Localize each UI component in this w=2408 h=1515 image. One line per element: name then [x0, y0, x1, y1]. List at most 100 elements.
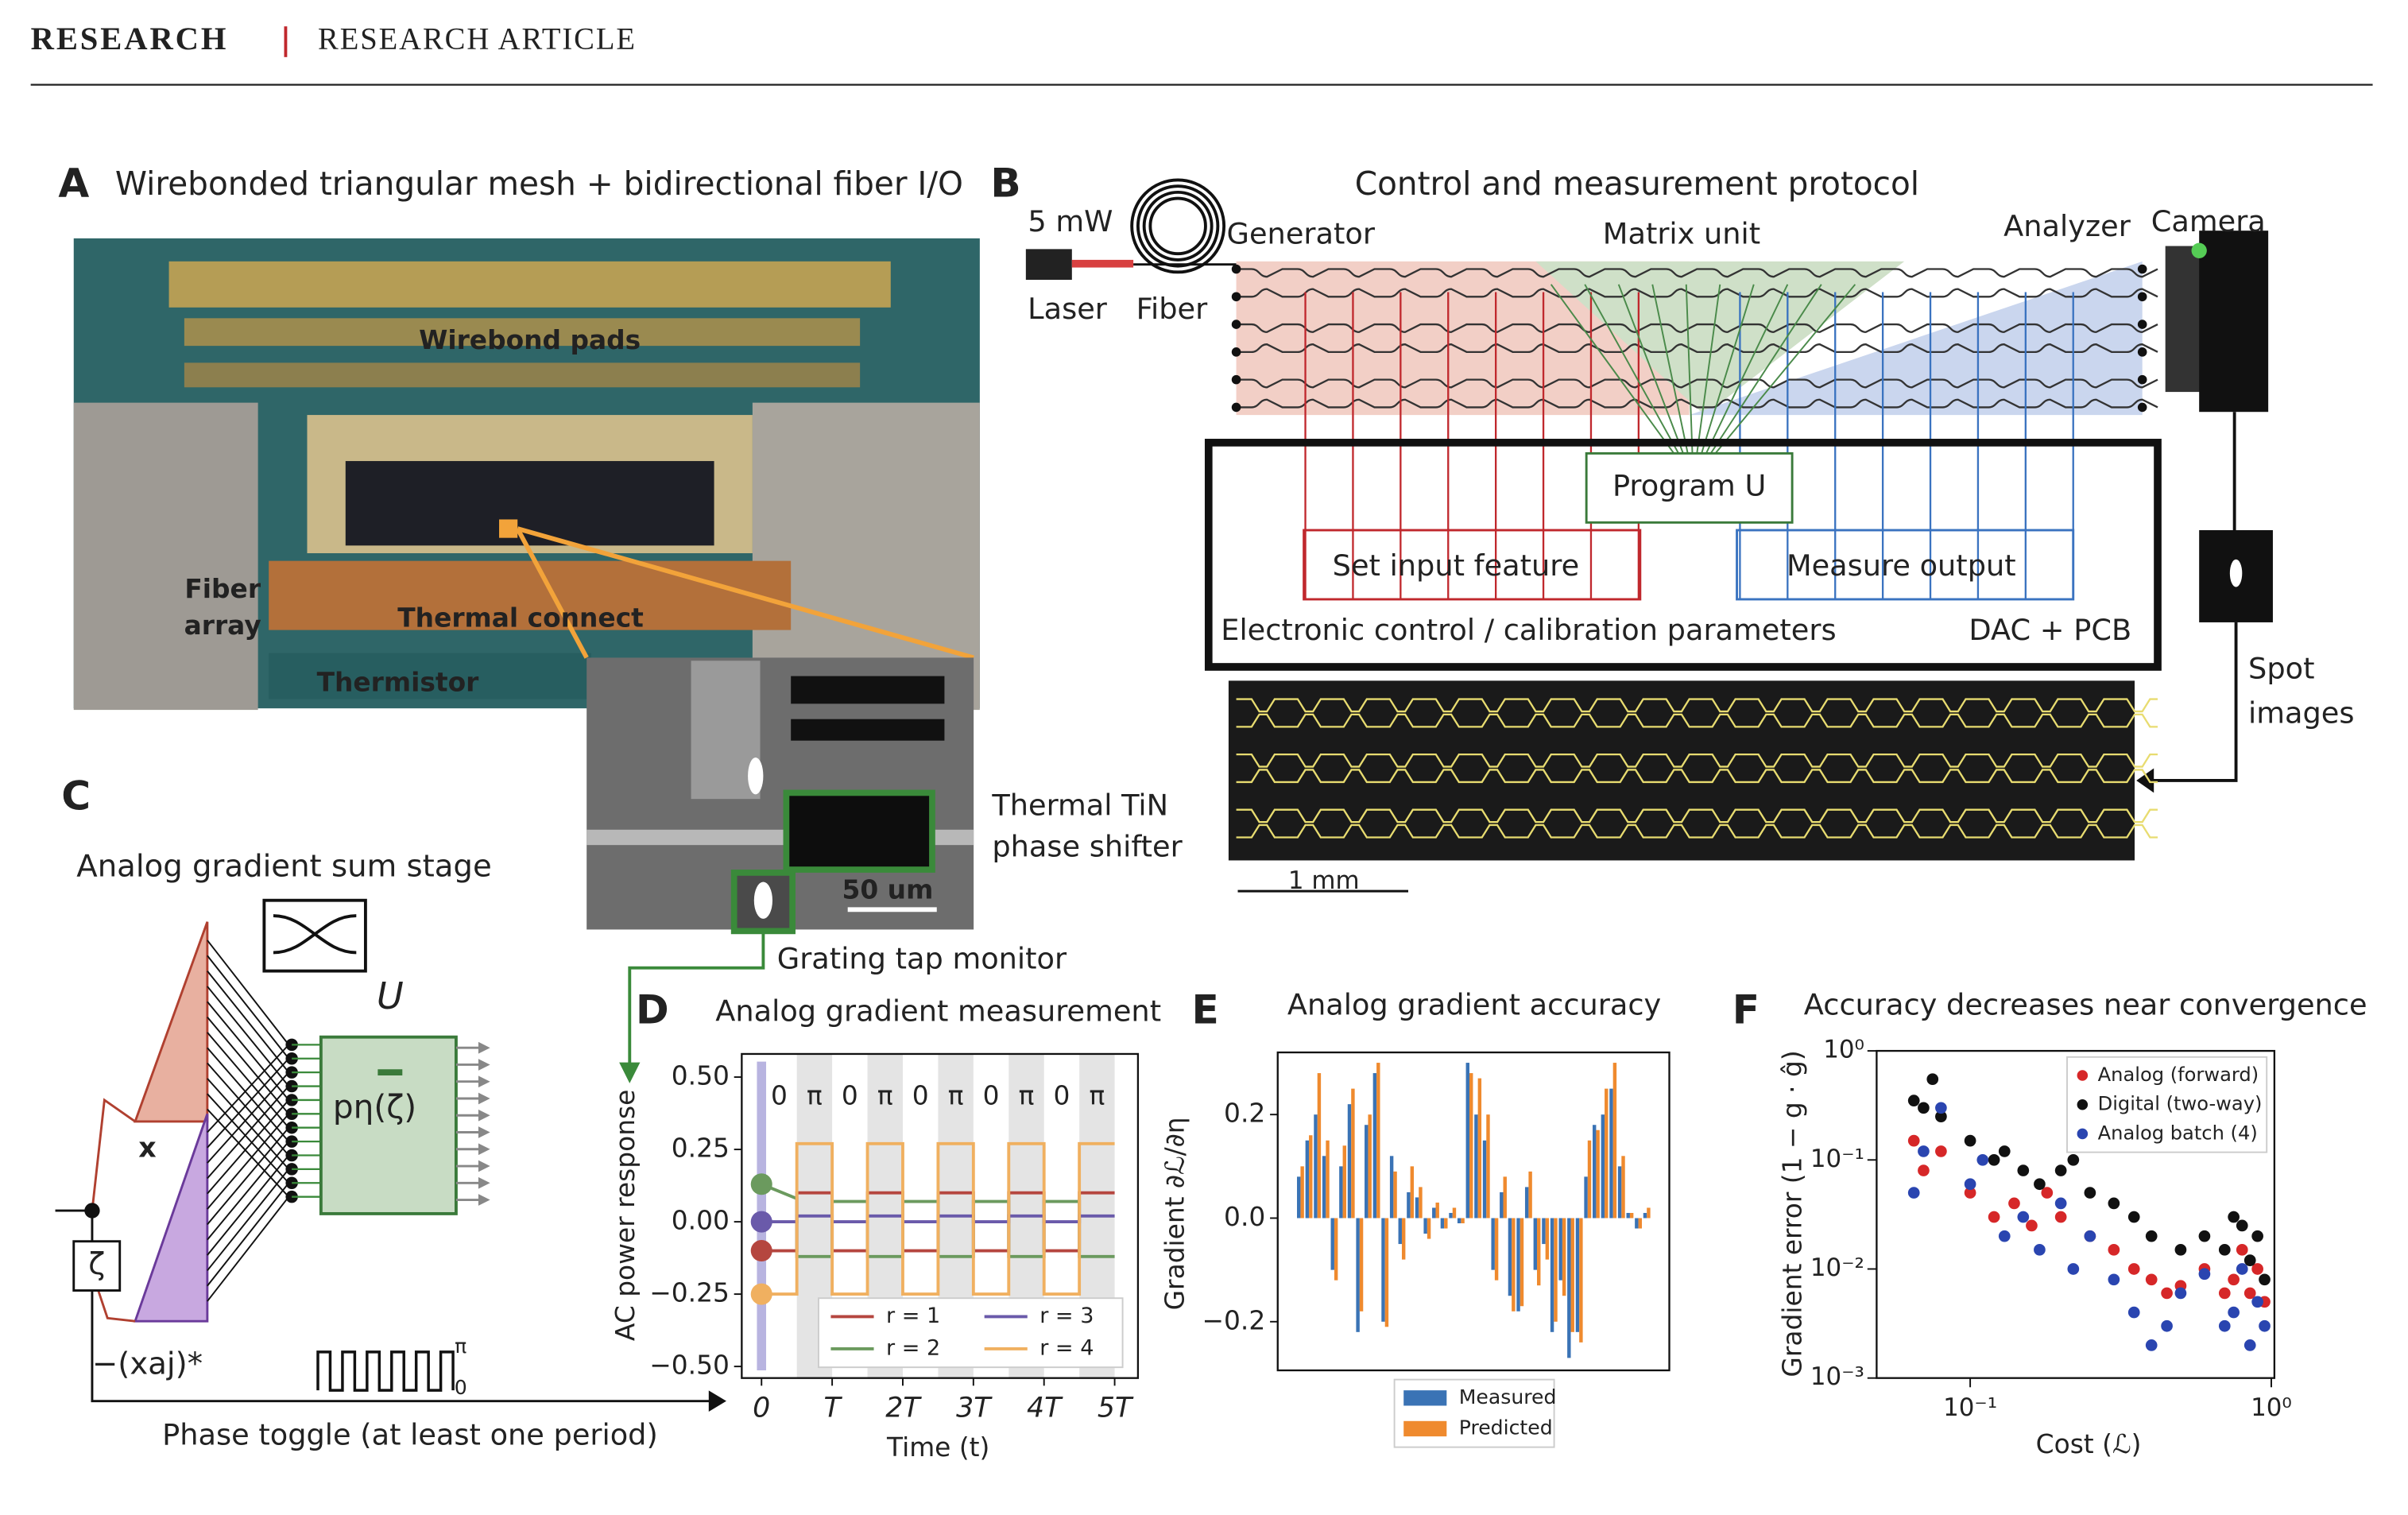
bar	[1339, 1166, 1343, 1219]
x-tick-label: 0	[753, 1392, 770, 1424]
diagram-label: ζ	[88, 1246, 105, 1282]
bar	[1444, 1218, 1448, 1229]
photo-label: array	[184, 610, 261, 641]
x-tick-label: 10⁰	[2251, 1393, 2292, 1422]
channel	[207, 1071, 290, 1164]
bar	[1384, 1218, 1389, 1327]
bar	[1449, 1212, 1453, 1219]
bar	[1486, 1114, 1490, 1219]
point	[2145, 1339, 2158, 1351]
diagram-label: pη(ζ)	[333, 1088, 416, 1126]
x-tick-label: 3T	[956, 1392, 993, 1424]
bar	[1432, 1207, 1436, 1219]
bar	[1423, 1218, 1427, 1234]
bar	[1629, 1212, 1634, 1219]
x-tick-label: 5T	[1098, 1392, 1134, 1424]
point	[2034, 1243, 2046, 1256]
phase-label: π	[877, 1081, 893, 1111]
zoom-line	[515, 527, 589, 659]
control-line	[1705, 284, 1789, 454]
diagram-label: U	[377, 974, 404, 1017]
wirebond-pads	[184, 318, 861, 347]
diagram-label: Set input feature	[1333, 548, 1580, 583]
bar	[1542, 1218, 1546, 1245]
x-axis-label: Time (t)	[886, 1432, 989, 1463]
bar	[1356, 1218, 1360, 1332]
mesh-waveguide	[1236, 288, 2158, 298]
bar	[1461, 1218, 1465, 1224]
legend-label: r = 3	[1039, 1304, 1094, 1328]
point	[2054, 1197, 2067, 1210]
arrow-head	[619, 1062, 641, 1083]
bar	[1491, 1218, 1495, 1270]
control-line	[1709, 284, 1822, 454]
bar	[1528, 1171, 1532, 1219]
arrow-head	[478, 1194, 490, 1206]
legend-label: Digital (two-way)	[2098, 1093, 2263, 1115]
legend-swatch	[2077, 1098, 2089, 1110]
y-tick-label: 0.2	[1224, 1098, 1265, 1129]
bar	[1330, 1218, 1334, 1270]
diagram-label: Analyzer	[2003, 209, 2131, 243]
start-marker	[750, 1283, 772, 1305]
wirebond-pads	[184, 362, 861, 388]
point	[1964, 1187, 1976, 1199]
arrow-head	[478, 1126, 490, 1138]
bar	[1372, 1073, 1377, 1219]
generator-region	[1236, 261, 1690, 416]
channel	[207, 1093, 290, 1184]
point	[2218, 1243, 2231, 1256]
conjugate-encoder	[134, 1113, 209, 1323]
legend	[818, 1297, 1124, 1369]
y-tick-label: 10⁻¹	[1810, 1145, 1864, 1173]
legend-label: r = 2	[886, 1335, 940, 1360]
point	[2108, 1243, 2120, 1256]
bar	[1579, 1218, 1583, 1343]
arrow-head	[478, 1109, 490, 1122]
x-tick-label: 4T	[1027, 1392, 1063, 1424]
point	[2228, 1273, 2240, 1286]
point	[2243, 1287, 2256, 1300]
point	[1935, 1102, 1947, 1114]
callout: Grating tap monitor	[777, 942, 1067, 976]
legend-label: Measured	[1459, 1385, 1557, 1408]
point	[1926, 1073, 1939, 1086]
arrow-head	[708, 1390, 726, 1412]
photo-label: Wirebond pads	[419, 325, 641, 355]
x-tick-label: 10⁻¹	[1943, 1393, 1997, 1422]
point	[2127, 1306, 2140, 1319]
bar	[1342, 1145, 1347, 1219]
legend-label: Analog (forward)	[2098, 1064, 2259, 1086]
port	[2137, 264, 2147, 274]
channel	[207, 1168, 290, 1272]
legend-swatch	[2077, 1128, 2089, 1140]
bar	[1407, 1191, 1411, 1219]
photo-label: Thermal connect	[397, 603, 644, 634]
bar	[1554, 1218, 1558, 1322]
y-tick-label: 10⁻²	[1810, 1253, 1864, 1282]
tap-spot	[753, 881, 772, 919]
spot-arrow	[2142, 622, 2238, 782]
point	[1918, 1145, 1930, 1157]
x-axis-label: Cost (ℒ)	[2036, 1429, 2142, 1459]
channel	[207, 1001, 290, 1101]
diagram-label: −(xaj)*	[92, 1346, 203, 1382]
panel-title: Wirebonded triangular mesh + bidirection…	[115, 165, 963, 203]
panel-label: B	[990, 160, 1020, 207]
point	[2198, 1230, 2211, 1242]
point	[2251, 1263, 2263, 1275]
point	[2243, 1254, 2256, 1266]
bar	[1601, 1114, 1605, 1219]
point	[2251, 1296, 2263, 1308]
diagram-label: DAC + PCB	[1969, 613, 2131, 647]
bar	[1503, 1176, 1507, 1219]
bar	[1465, 1063, 1469, 1219]
diagram-label: Generator	[1227, 216, 1376, 250]
bar	[1482, 1140, 1487, 1219]
mesh-waveguide	[1236, 398, 2158, 409]
point	[2228, 1306, 2240, 1319]
input-encoder	[133, 921, 209, 1123]
bar	[1477, 1078, 1482, 1219]
